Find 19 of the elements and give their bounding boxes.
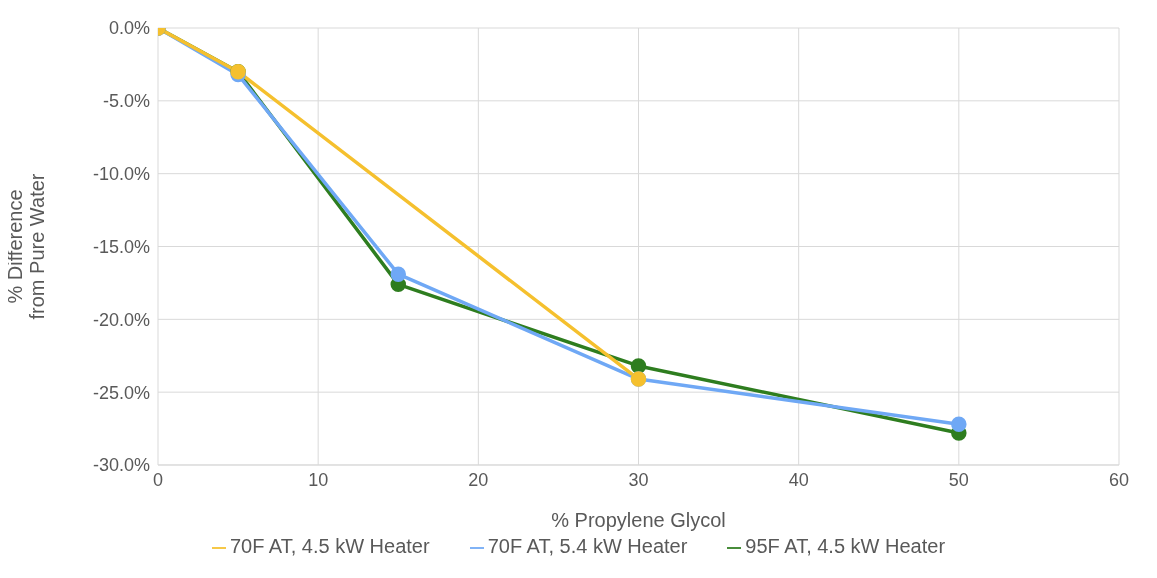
x-tick-label: 10 bbox=[308, 469, 329, 490]
y-tick-label: -15.0% bbox=[92, 236, 150, 257]
legend-label: 70F AT, 4.5 kW Heater bbox=[229, 535, 430, 557]
x-tick-label: 40 bbox=[788, 469, 809, 490]
x-tick-label: 20 bbox=[468, 469, 489, 490]
y-tick-label: -30.0% bbox=[92, 455, 150, 476]
y-tick-label: 0.0% bbox=[108, 18, 150, 39]
y-tick-label: -5.0% bbox=[102, 91, 150, 112]
x-tick-label: 0 bbox=[152, 469, 164, 490]
legend-label: 95F AT, 4.5 kW Heater bbox=[745, 535, 946, 557]
legend-label: 70F AT, 5.4 kW Heater bbox=[487, 535, 688, 557]
x-tick-label: 50 bbox=[948, 469, 969, 490]
x-tick-label: 30 bbox=[628, 469, 649, 490]
y-tick-label: -20.0% bbox=[92, 309, 150, 330]
x-axis-title: % Propylene Glycol bbox=[551, 509, 726, 531]
y-tick-label: -10.0% bbox=[92, 164, 150, 185]
y-tick-label: -25.0% bbox=[92, 382, 150, 403]
y-axis-title: % Difference from Pure Water bbox=[4, 173, 48, 320]
x-tick-label: 60 bbox=[1108, 469, 1130, 490]
